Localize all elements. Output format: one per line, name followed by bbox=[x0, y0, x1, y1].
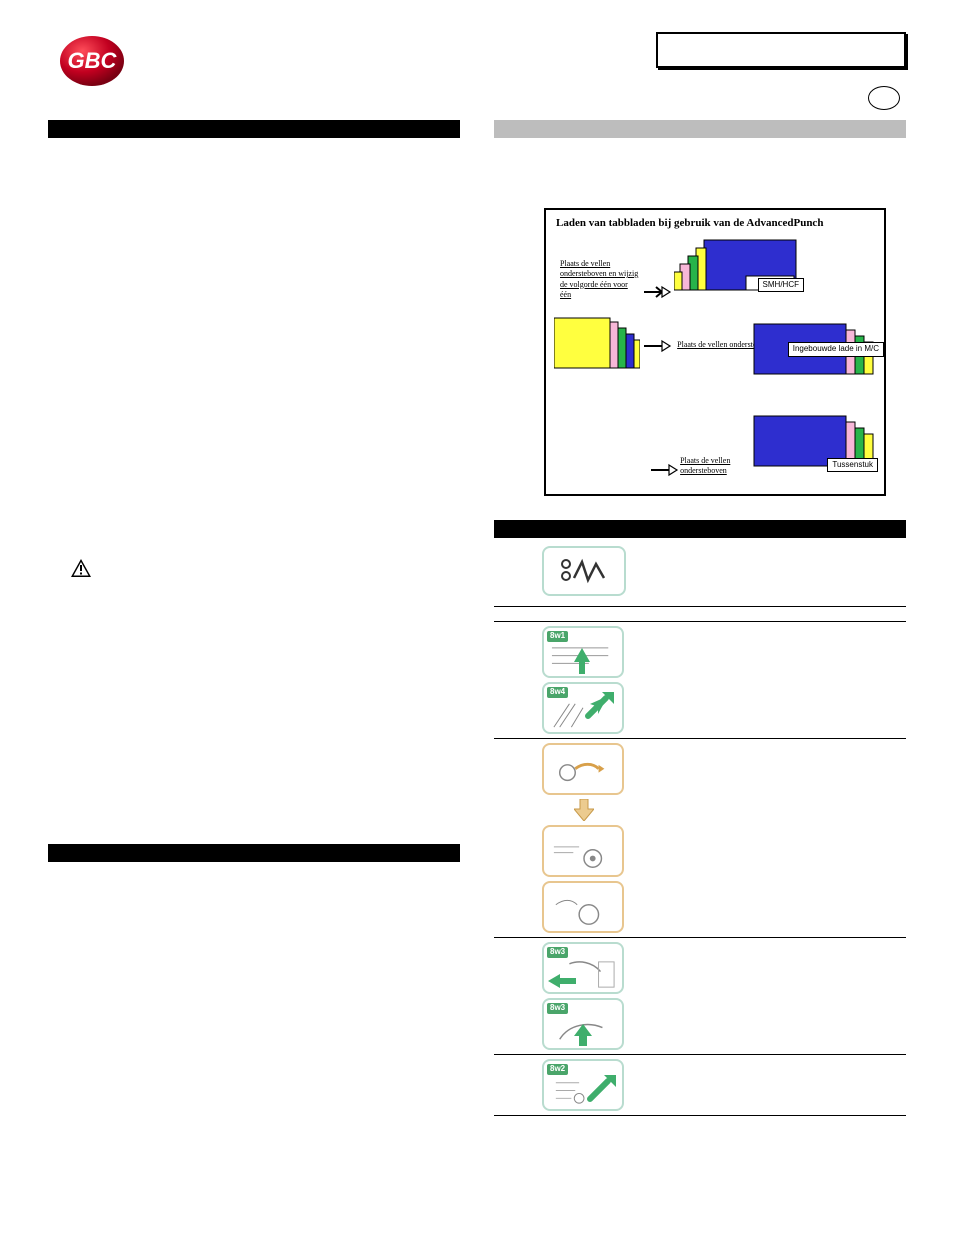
jam-signal-icon bbox=[542, 546, 626, 596]
tab-diagram-title: Laden van tabbladen bij gebruik van de A… bbox=[556, 216, 876, 230]
jam-step-badge: 8w2 bbox=[547, 1064, 568, 1074]
arrow-right-icon bbox=[640, 284, 674, 300]
arrow-right-icon bbox=[640, 338, 673, 354]
content-columns: Laden van tabbladen bij gebruik van de A… bbox=[48, 120, 906, 1120]
jam-step-thumb: 8w1 bbox=[542, 626, 624, 678]
jam-step-thumb: 8w3 bbox=[542, 998, 624, 1050]
tab-label-2: Ingebouwde lade in M/C bbox=[788, 342, 884, 356]
jam-step-thumb: 8w3 bbox=[542, 942, 624, 994]
right-section1-heading bbox=[494, 120, 906, 138]
jam-step-thumb: 8w2 bbox=[542, 1059, 624, 1111]
divider bbox=[494, 606, 906, 607]
arrow-down-icon bbox=[574, 799, 594, 821]
tab-label-1: SMH/HCF bbox=[758, 278, 804, 292]
title-box bbox=[656, 32, 906, 68]
warning-row bbox=[48, 558, 460, 582]
logo-text: GBC bbox=[68, 48, 118, 73]
page-header: GBC bbox=[48, 30, 906, 120]
tab-source-stack bbox=[554, 314, 640, 374]
divider bbox=[494, 937, 906, 938]
left-section1-body-space bbox=[48, 138, 460, 558]
divider bbox=[494, 1054, 906, 1055]
arrow-right-icon bbox=[647, 462, 680, 478]
jam-step-badge: 8w3 bbox=[547, 947, 568, 957]
left-column bbox=[48, 120, 460, 1120]
divider bbox=[494, 1115, 906, 1116]
right-column: Laden van tabbladen bij gebruik van de A… bbox=[494, 120, 906, 1120]
left-section2-heading bbox=[48, 844, 460, 862]
gbc-logo: GBC bbox=[58, 34, 126, 88]
language-badge bbox=[868, 86, 900, 110]
left-section1-body-space2 bbox=[48, 582, 460, 844]
jam-step-thumb bbox=[542, 743, 624, 795]
right-section1-body-space bbox=[494, 138, 906, 208]
jam-step-thumb: 8w4 bbox=[542, 682, 624, 734]
warning-triangle-icon bbox=[70, 558, 92, 582]
jam-step-badge: 8w1 bbox=[547, 631, 568, 641]
right-jam-heading bbox=[494, 520, 906, 538]
divider bbox=[494, 621, 906, 622]
tab-loading-diagram: Laden van tabbladen bij gebruik van de A… bbox=[544, 208, 886, 496]
jam-step-badge: 8w4 bbox=[547, 687, 568, 697]
jam-step-thumb bbox=[542, 825, 624, 877]
jam-step-badge: 8w3 bbox=[547, 1003, 568, 1013]
tab-label-3: Tussenstuk bbox=[827, 458, 878, 472]
jam-step-thumb bbox=[542, 881, 624, 933]
left-section1-heading bbox=[48, 120, 460, 138]
divider bbox=[494, 738, 906, 739]
tab-caption-1: Plaats de vellen ondersteboven en wijzig… bbox=[560, 259, 640, 301]
